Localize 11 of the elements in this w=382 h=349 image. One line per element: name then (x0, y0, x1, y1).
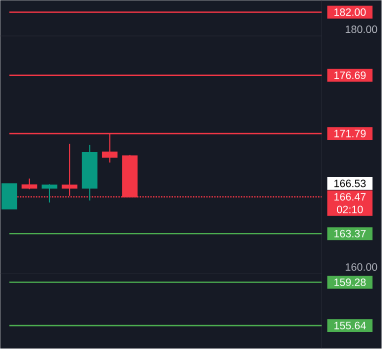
y-tick-label: 180.00 (346, 26, 378, 34)
text: 166.53 (334, 180, 366, 188)
ref-line-label: 159.28 (334, 278, 366, 286)
ref-line-label: 176.69 (334, 72, 366, 80)
ref-line-label: 182.00 (334, 8, 366, 16)
ref-line-label: 166.47 (334, 193, 366, 201)
ref-line-label: 155.64 (334, 322, 366, 330)
text: 02:10 (336, 206, 363, 214)
ref-line-label: 163.37 (334, 230, 366, 238)
y-tick-label: 160.00 (346, 263, 378, 271)
ref-line-label: 171.79 (334, 130, 366, 138)
